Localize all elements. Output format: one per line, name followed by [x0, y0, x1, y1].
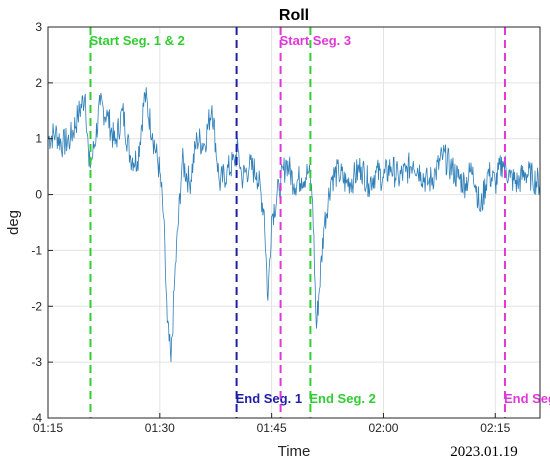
y-tick-label: 1 [35, 132, 42, 146]
segment-marker-label: End Seg. 1 [236, 391, 302, 406]
y-tick-label: 0 [35, 188, 42, 202]
marker-layer: Start Seg. 1 & 2 End Seg. 1 Start Seg. 3 En… [89, 27, 550, 418]
y-tick-label: -1 [31, 243, 42, 257]
grid-layer [47, 26, 540, 419]
chart-title: Roll [279, 7, 309, 24]
x-axis-label: Time [278, 443, 311, 460]
roll-series-line [47, 87, 541, 363]
series-layer [47, 87, 541, 363]
x-tick-label: 01:30 [145, 421, 175, 435]
y-tick-label: -4 [31, 411, 42, 425]
segment-marker-label: End Seg. 2 [309, 391, 375, 406]
y-tick-label: 3 [35, 20, 42, 34]
segment-marker-label: Start Seg. 1 & 2 [89, 33, 184, 48]
y-tick-label: -3 [31, 355, 42, 369]
plot-frame [47, 26, 541, 419]
x-tick-label: 01:45 [257, 421, 287, 435]
x-tick-label: 02:15 [480, 421, 510, 435]
y-tick-label: -2 [31, 299, 42, 313]
y-tick-label: 2 [35, 76, 42, 90]
date-label: 2023.01.19 [450, 444, 518, 460]
segment-marker-label: Start Seg. 3 [280, 33, 352, 48]
x-tick-label: 02:00 [368, 421, 398, 435]
tick-layer: -4 -3 -2 -1 0 1 2 3 01:15 01:30 01:45 02:00 02:15 [31, 20, 510, 435]
y-axis-label: deg [5, 210, 22, 235]
segment-marker-label: End Seg. 3 [504, 391, 550, 406]
x-tick-label: 01:15 [33, 421, 63, 435]
